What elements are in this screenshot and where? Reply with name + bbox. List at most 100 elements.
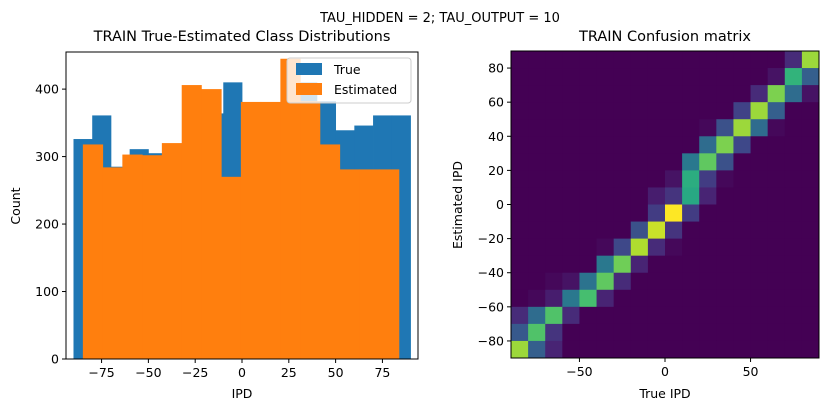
confusion-cell: [733, 136, 752, 154]
confusion-cell: [545, 238, 563, 257]
confusion-cell: [630, 85, 649, 103]
confusion-cell: [511, 289, 529, 308]
confusion-cell: [579, 136, 598, 154]
confusion-cell: [767, 119, 786, 137]
confusion-cell: [511, 187, 529, 205]
confusion-cell: [647, 136, 666, 154]
confusion-cell: [784, 85, 803, 103]
confusion-cell: [733, 153, 752, 171]
confusion-cell: [562, 102, 580, 120]
confusion-cell: [682, 153, 700, 171]
confusion-cell: [630, 51, 649, 69]
confusion-cell: [784, 255, 803, 274]
confusion-cell: [767, 323, 786, 342]
confusion-cell: [630, 119, 649, 137]
confusion-cell: [511, 221, 529, 240]
histogram-bar-estimated: [280, 58, 301, 359]
confusion-y-tick-label: −20: [478, 231, 504, 246]
confusion-cell: [630, 153, 649, 171]
confusion-cell: [750, 340, 769, 359]
confusion-cell: [665, 323, 683, 342]
histogram-estimated-series: [82, 58, 400, 360]
confusion-cell: [596, 170, 615, 188]
confusion-cell: [596, 255, 615, 274]
confusion-cell: [613, 51, 632, 69]
confusion-cell: [716, 102, 734, 120]
confusion-cell: [613, 136, 632, 154]
confusion-cell: [596, 221, 615, 240]
confusion-y-tick-label: 20: [488, 163, 504, 178]
confusion-cell: [665, 85, 683, 103]
confusion-cell: [767, 170, 786, 188]
confusion-cell: [562, 170, 580, 188]
confusion-cell: [801, 289, 820, 308]
confusion-x-axis: −50 0 50: [566, 358, 759, 379]
confusion-cell: [682, 238, 700, 257]
confusion-cell: [647, 340, 666, 359]
confusion-cell: [767, 306, 786, 325]
confusion-cell: [613, 187, 632, 205]
confusion-cell: [665, 170, 683, 188]
confusion-cell: [579, 255, 598, 274]
confusion-cell: [647, 187, 666, 205]
confusion-cell: [630, 221, 649, 240]
confusion-cell: [579, 51, 598, 69]
confusion-cell: [562, 136, 580, 154]
confusion-cell: [528, 119, 546, 137]
confusion-cell: [784, 323, 803, 342]
confusion-cell: [511, 323, 529, 342]
confusion-cell: [733, 272, 752, 291]
confusion-cell: [699, 204, 717, 223]
confusion-cell: [665, 187, 683, 205]
confusion-cell: [801, 323, 820, 342]
confusion-cell: [750, 136, 769, 154]
confusion-cell: [716, 170, 734, 188]
confusion-cell: [562, 153, 580, 171]
confusion-cell: [699, 136, 717, 154]
legend-swatch-true: [296, 63, 322, 75]
confusion-cell: [562, 68, 580, 86]
confusion-cell: [613, 272, 632, 291]
confusion-cell: [545, 272, 563, 291]
confusion-cell: [613, 238, 632, 257]
confusion-x-label: True IPD: [638, 386, 690, 401]
confusion-cell: [699, 272, 717, 291]
confusion-cell: [630, 204, 649, 223]
confusion-cell: [733, 68, 752, 86]
confusion-cell: [750, 221, 769, 240]
histogram-bar-estimated: [102, 167, 123, 359]
confusion-cell: [596, 136, 615, 154]
confusion-cell: [596, 204, 615, 223]
histogram-bar-estimated: [201, 89, 222, 360]
confusion-y-tick-label: −80: [478, 333, 504, 348]
confusion-cell: [647, 323, 666, 342]
histogram-y-axis: 0 100 200 300 400: [35, 82, 66, 367]
confusion-cell: [511, 204, 529, 223]
confusion-cell: [562, 119, 580, 137]
confusion-cell: [733, 51, 752, 69]
confusion-cell: [511, 102, 529, 120]
histogram-panel: TRAIN True-Estimated Class Distributions…: [8, 29, 419, 401]
confusion-cell: [801, 187, 820, 205]
confusion-cell: [750, 272, 769, 291]
confusion-cell: [630, 306, 649, 325]
confusion-cell: [767, 340, 786, 359]
confusion-cell: [665, 221, 683, 240]
confusion-cell: [528, 221, 546, 240]
confusion-cell: [545, 68, 563, 86]
confusion-cell: [528, 289, 546, 308]
confusion-cell: [613, 323, 632, 342]
confusion-cell: [682, 306, 700, 325]
confusion-cell: [562, 323, 580, 342]
confusion-cell: [511, 306, 529, 325]
confusion-cell: [579, 204, 598, 223]
confusion-cell: [733, 85, 752, 103]
confusion-cell: [767, 238, 786, 257]
confusion-cell: [767, 221, 786, 240]
confusion-cell: [579, 153, 598, 171]
confusion-cell: [665, 238, 683, 257]
confusion-cell: [716, 289, 734, 308]
confusion-cell: [647, 153, 666, 171]
confusion-cell: [665, 153, 683, 171]
confusion-cell: [750, 68, 769, 86]
